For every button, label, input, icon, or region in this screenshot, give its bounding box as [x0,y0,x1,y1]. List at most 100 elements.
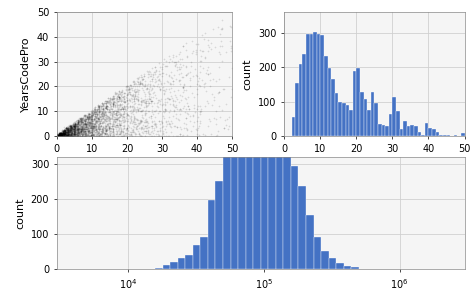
Point [60,129,68,133]
Point [64,129,72,134]
Point [131,105,138,110]
Point [56,131,64,136]
Point [75,126,82,131]
Point [78,125,86,130]
Point [73,123,81,127]
Point [138,81,146,86]
Point [75,131,82,136]
Point [179,62,187,67]
Point [62,128,70,133]
Point [92,133,100,138]
Point [162,129,169,134]
Point [177,108,185,113]
Point [54,134,62,139]
Point [100,105,107,110]
Point [94,124,101,128]
Point [92,134,100,139]
Point [155,104,162,109]
Point [143,108,150,112]
Point [91,134,99,139]
Point [68,124,75,129]
Point [149,91,156,96]
Point [87,125,94,130]
Point [76,134,84,139]
Point [84,120,92,124]
Point [156,122,164,126]
Point [120,104,128,108]
Point [131,83,139,88]
Point [54,134,61,139]
Point [151,122,159,127]
Point [68,133,75,138]
Point [56,134,64,139]
Bar [302,54,306,136]
Point [115,110,123,114]
Point [109,94,117,99]
Point [131,91,139,96]
Point [85,134,93,139]
Bar [292,117,295,136]
Point [107,126,114,130]
Point [53,134,61,139]
Point [141,79,149,84]
Point [95,125,103,130]
Point [57,133,65,137]
Point [111,116,119,121]
Point [73,120,81,124]
Point [95,115,102,120]
Point [76,130,83,135]
Point [81,120,88,125]
Point [54,133,61,138]
Point [66,133,73,138]
Point [64,128,72,132]
Point [84,125,91,130]
Point [73,130,81,134]
Point [75,131,82,136]
Point [68,133,76,138]
Point [78,133,85,138]
Point [101,118,109,122]
Point [112,116,120,121]
Point [73,121,81,126]
Point [142,99,149,104]
Point [74,134,82,139]
Point [87,132,95,137]
Point [87,111,95,116]
Point [119,107,127,112]
Point [86,115,94,120]
Point [138,78,146,82]
Point [67,126,74,131]
Point [98,111,106,115]
Point [78,126,85,131]
Point [156,102,164,106]
Point [204,49,211,53]
Point [145,91,153,95]
Point [102,124,109,128]
Point [53,134,61,139]
Point [55,132,63,136]
Point [193,81,201,86]
Point [55,131,63,136]
Point [195,76,203,81]
Point [114,118,121,122]
Point [165,59,173,64]
Point [108,113,116,118]
Point [67,124,75,128]
Point [63,134,71,139]
Point [72,126,79,131]
Point [132,93,139,98]
Point [57,132,64,136]
Point [118,104,126,109]
Point [66,126,74,131]
Point [73,134,81,139]
Bar [185,255,193,269]
Point [53,133,61,138]
Point [83,115,91,119]
Point [79,120,86,125]
Point [54,133,61,137]
Point [87,117,95,121]
Point [139,83,147,87]
Point [104,123,112,127]
Point [55,134,62,139]
Point [165,121,173,126]
